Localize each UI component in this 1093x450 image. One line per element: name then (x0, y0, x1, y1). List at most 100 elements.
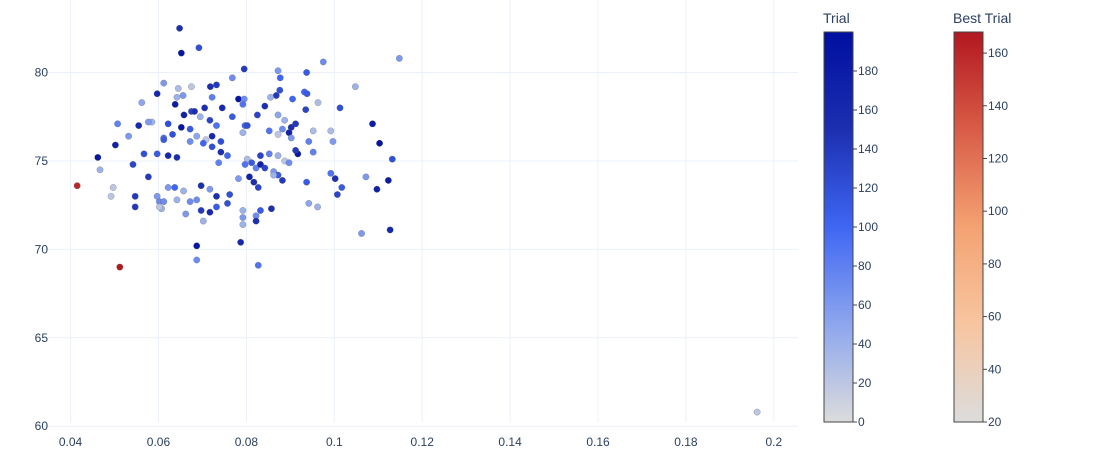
trial-point[interactable] (196, 113, 204, 121)
trial-point[interactable] (253, 111, 261, 119)
trial-point[interactable] (131, 203, 139, 211)
trial-point[interactable] (199, 139, 207, 147)
trial-point[interactable] (107, 192, 115, 200)
trial-point[interactable] (239, 100, 247, 108)
trial-point[interactable] (179, 92, 187, 99)
trial-point[interactable] (327, 127, 335, 135)
trial-point[interactable] (186, 198, 194, 206)
trial-point[interactable] (336, 104, 344, 112)
trial-point[interactable] (250, 178, 258, 186)
trial-point[interactable] (226, 191, 234, 198)
trial-point[interactable] (94, 154, 102, 161)
trial-point[interactable] (164, 152, 172, 160)
trial-point[interactable] (305, 138, 313, 145)
trial-point[interactable] (268, 205, 275, 213)
trial-point[interactable] (267, 93, 274, 101)
trial-point[interactable] (261, 102, 269, 110)
trial-point[interactable] (218, 104, 226, 112)
trial-point[interactable] (208, 132, 216, 140)
trial-point[interactable] (228, 74, 236, 82)
trial-point[interactable] (261, 164, 269, 172)
trial-point[interactable] (213, 122, 220, 129)
trial-point[interactable] (199, 217, 207, 225)
trial-point[interactable] (206, 185, 214, 193)
trial-point[interactable] (252, 217, 260, 225)
trial-point[interactable] (265, 150, 273, 158)
trial-point[interactable] (153, 90, 161, 98)
trial-point[interactable] (331, 175, 339, 183)
trial-point[interactable] (235, 175, 242, 183)
trial-point[interactable] (272, 92, 280, 99)
trial-point[interactable] (186, 125, 194, 133)
trial-point[interactable] (292, 120, 300, 128)
trial-point[interactable] (302, 106, 310, 114)
trial-point[interactable] (131, 192, 139, 200)
trial-point[interactable] (201, 104, 209, 112)
trial-point[interactable] (274, 152, 282, 160)
trial-point[interactable] (303, 178, 310, 186)
trial-point[interactable] (164, 184, 172, 191)
trial-point[interactable] (173, 154, 181, 161)
trial-point[interactable] (753, 408, 761, 416)
trial-point[interactable] (160, 198, 168, 206)
trial-point[interactable] (177, 49, 185, 57)
trial-point[interactable] (138, 99, 146, 106)
trial-point[interactable] (303, 69, 310, 76)
trial-point[interactable] (206, 83, 214, 91)
trial-point[interactable] (384, 176, 392, 184)
trial-point[interactable] (243, 122, 251, 129)
trial-point[interactable] (257, 161, 264, 168)
trial-point[interactable] (180, 187, 187, 195)
trial-point[interactable] (240, 65, 248, 73)
trial-point[interactable] (193, 196, 201, 204)
trial-point[interactable] (186, 138, 194, 145)
trial-point[interactable] (188, 83, 195, 91)
trial-point[interactable] (171, 184, 179, 191)
trial-point[interactable] (329, 138, 337, 145)
trial-point[interactable] (182, 210, 190, 218)
trial-point[interactable] (215, 159, 223, 167)
trial-point[interactable] (96, 166, 104, 174)
trial-point[interactable] (257, 207, 264, 214)
trial-point[interactable] (174, 85, 182, 92)
trial-point[interactable] (376, 139, 383, 147)
trial-point[interactable] (217, 138, 225, 145)
trial-point[interactable] (274, 67, 282, 75)
trial-point[interactable] (252, 164, 260, 172)
trial-point[interactable] (303, 90, 311, 98)
trial-point[interactable] (173, 196, 181, 204)
trial-point[interactable] (305, 199, 313, 207)
trial-point[interactable] (144, 173, 152, 181)
trial-point[interactable] (129, 161, 137, 168)
trial-point[interactable] (276, 86, 284, 94)
best-trial-point[interactable] (116, 263, 124, 271)
trial-point[interactable] (144, 118, 152, 126)
trial-point[interactable] (235, 95, 242, 103)
trial-point[interactable] (213, 203, 220, 211)
trial-point[interactable] (195, 44, 203, 52)
trial-point[interactable] (153, 150, 161, 158)
trial-point[interactable] (333, 191, 341, 198)
trial-point[interactable] (160, 79, 168, 87)
trial-point[interactable] (289, 95, 296, 103)
trial-point[interactable] (279, 125, 286, 133)
trial-point[interactable] (309, 127, 317, 135)
trial-point[interactable] (160, 136, 168, 144)
trial-point[interactable] (193, 256, 201, 264)
trial-point[interactable] (213, 192, 220, 200)
trial-point[interactable] (213, 81, 220, 89)
trial-point[interactable] (276, 74, 284, 82)
trial-point[interactable] (265, 127, 273, 135)
trial-point[interactable] (224, 199, 231, 207)
trial-point[interactable] (208, 143, 216, 151)
trial-point[interactable] (309, 148, 317, 156)
trial-point[interactable] (274, 111, 282, 119)
trial-point[interactable] (125, 132, 132, 140)
trial-point[interactable] (171, 100, 179, 108)
trial-point[interactable] (197, 207, 205, 214)
trial-point[interactable] (206, 208, 214, 216)
trial-point[interactable] (292, 146, 300, 154)
trial-point[interactable] (169, 131, 176, 138)
trial-point[interactable] (362, 173, 370, 181)
trial-point[interactable] (173, 93, 181, 101)
